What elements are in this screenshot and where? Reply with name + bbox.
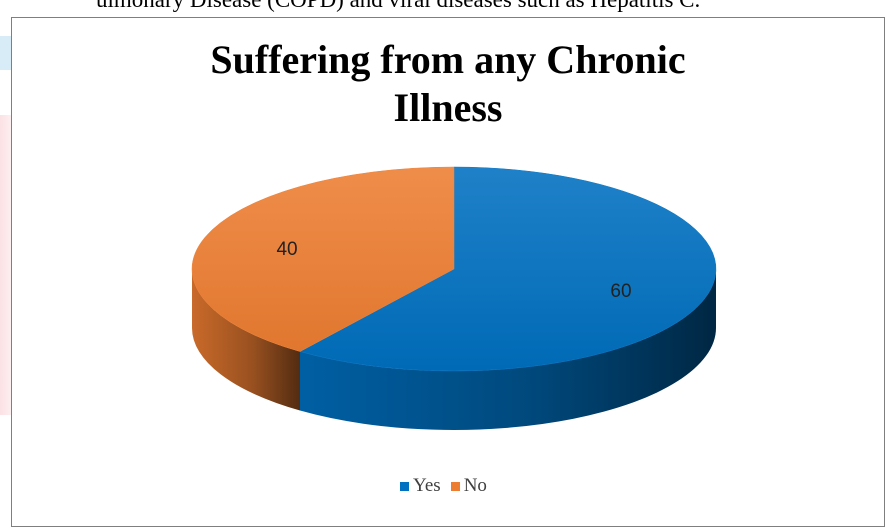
background-decoration-blue [0,36,14,70]
pie-side-no [192,269,301,411]
legend-label-yes: Yes [413,475,441,496]
legend-item-no: No [450,475,487,497]
pie-slice-no [191,166,455,352]
legend-item-yes: Yes [400,475,441,497]
chart-legend: Yes No [0,474,887,498]
data-label-no: 40 [276,239,297,260]
preceding-body-text: ulmonary Disease (COPD) and viral diseas… [0,0,887,17]
legend-swatch-yes [400,481,410,491]
pie-side-yes [300,269,716,431]
pie-slice-yes [299,166,717,372]
background-decoration-pink [0,115,12,415]
legend-label-no: No [463,475,487,496]
legend-swatch-no [450,481,460,491]
chart-title: Suffering from any Chronic Illness [11,36,885,132]
chart-title-line-1: Suffering from any Chronic [210,37,686,82]
data-label-yes: 60 [610,281,631,302]
chart-title-line-2: Illness [393,85,503,130]
